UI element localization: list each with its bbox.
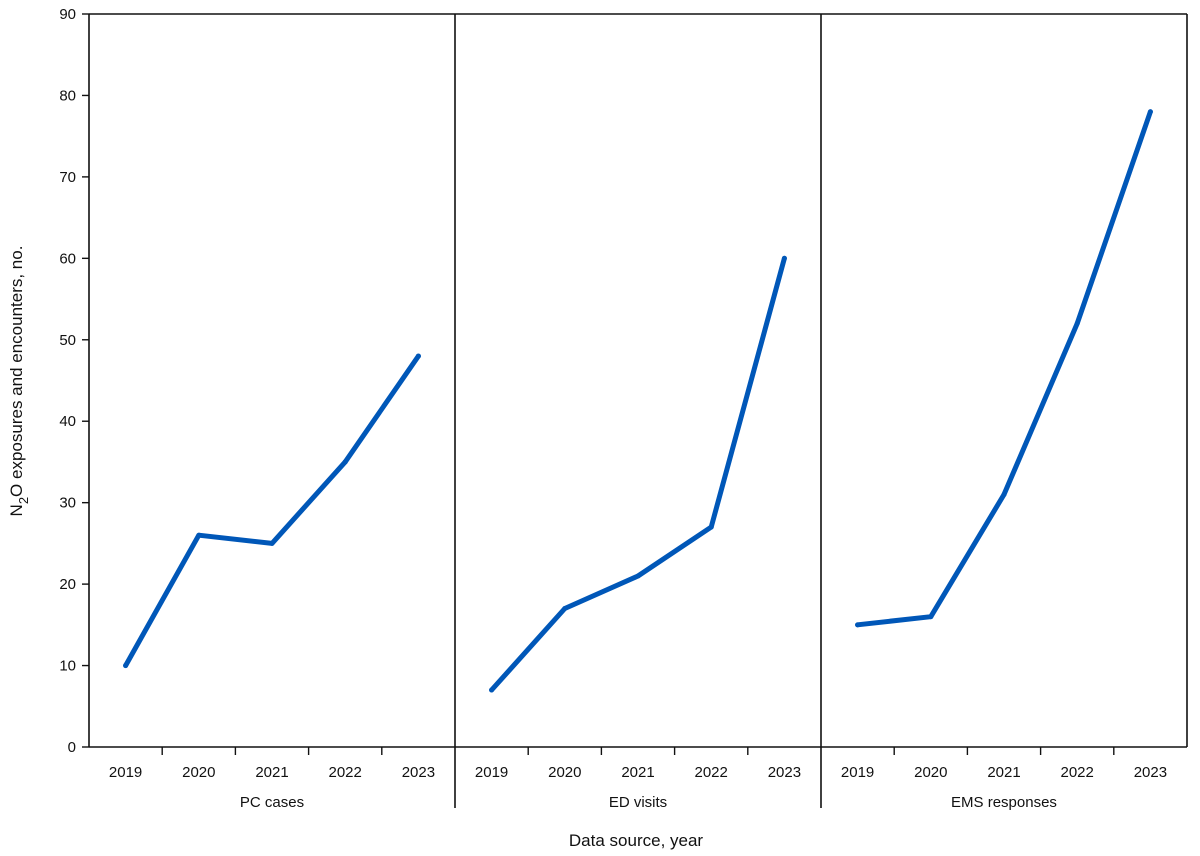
panel-label: ED visits: [609, 794, 667, 811]
y-axis: 0 10 20 30 40 50 60 70 80 90: [59, 6, 89, 756]
series-line: [855, 109, 1153, 628]
x-tick-label: 2021: [987, 764, 1020, 781]
x-tick-label: 2019: [841, 764, 874, 781]
data-point: [708, 524, 714, 530]
data-point: [415, 353, 421, 359]
y-tick-label: 80: [59, 87, 76, 104]
x-tick-label: 2021: [621, 764, 654, 781]
x-tick-label: 2020: [182, 764, 215, 781]
x-tick-label: 2023: [768, 764, 801, 781]
data-point: [1074, 320, 1080, 326]
x-tick-label: 2020: [548, 764, 581, 781]
data-point: [123, 663, 129, 669]
y-tick-label: 70: [59, 169, 76, 186]
panel: 2019 2020 2021 2022 2023 ED visits: [454, 14, 801, 811]
y-tick-label: 20: [59, 576, 76, 593]
plot-frame: [88, 13, 1188, 748]
data-point: [196, 532, 202, 538]
y-tick-label: 40: [59, 413, 76, 430]
data-point: [1147, 109, 1153, 115]
y-tick-label: 50: [59, 332, 76, 349]
data-point: [342, 459, 348, 465]
data-point: [781, 255, 787, 261]
y-tick-label: 0: [68, 739, 76, 756]
x-tick-label: 2020: [914, 764, 947, 781]
panel: 2019 2020 2021 2022 2023 PC cases: [109, 353, 435, 811]
y-axis-title-main: N: [7, 504, 26, 516]
y-tick-label: 60: [59, 250, 76, 267]
y-tick-label: 90: [59, 6, 76, 23]
x-tick-label: 2019: [109, 764, 142, 781]
x-tick-label: 2023: [402, 764, 435, 781]
series-line: [489, 255, 787, 693]
panel-label: PC cases: [240, 794, 304, 811]
x-tick-label: 2019: [475, 764, 508, 781]
x-tick-label: 2022: [329, 764, 362, 781]
data-point: [562, 606, 568, 612]
y-tick-label: 30: [59, 495, 76, 512]
data-point: [1001, 492, 1007, 498]
data-point: [269, 540, 275, 546]
y-axis-title: N2O exposures and encounters, no.: [7, 246, 31, 517]
x-tick-label: 2022: [695, 764, 728, 781]
x-tick-label: 2022: [1061, 764, 1094, 781]
series-line: [123, 353, 421, 669]
data-point: [928, 614, 934, 620]
panel: 2019 2020 2021 2022 2023 EMS responses: [820, 14, 1167, 811]
y-axis-title-subscript: 2: [16, 497, 31, 504]
data-point: [855, 622, 861, 628]
data-point: [489, 687, 495, 693]
data-point: [635, 573, 641, 579]
panel-label: EMS responses: [951, 794, 1057, 811]
x-tick-label: 2023: [1134, 764, 1167, 781]
y-tick-label: 10: [59, 658, 76, 675]
x-axis-title: Data source, year: [569, 831, 704, 850]
x-tick-label: 2021: [255, 764, 288, 781]
y-axis-title-rest: O exposures and encounters, no.: [7, 246, 26, 497]
panels: 2019 2020 2021 2022 2023 PC cases 2019 2020 2021…: [109, 14, 1167, 811]
